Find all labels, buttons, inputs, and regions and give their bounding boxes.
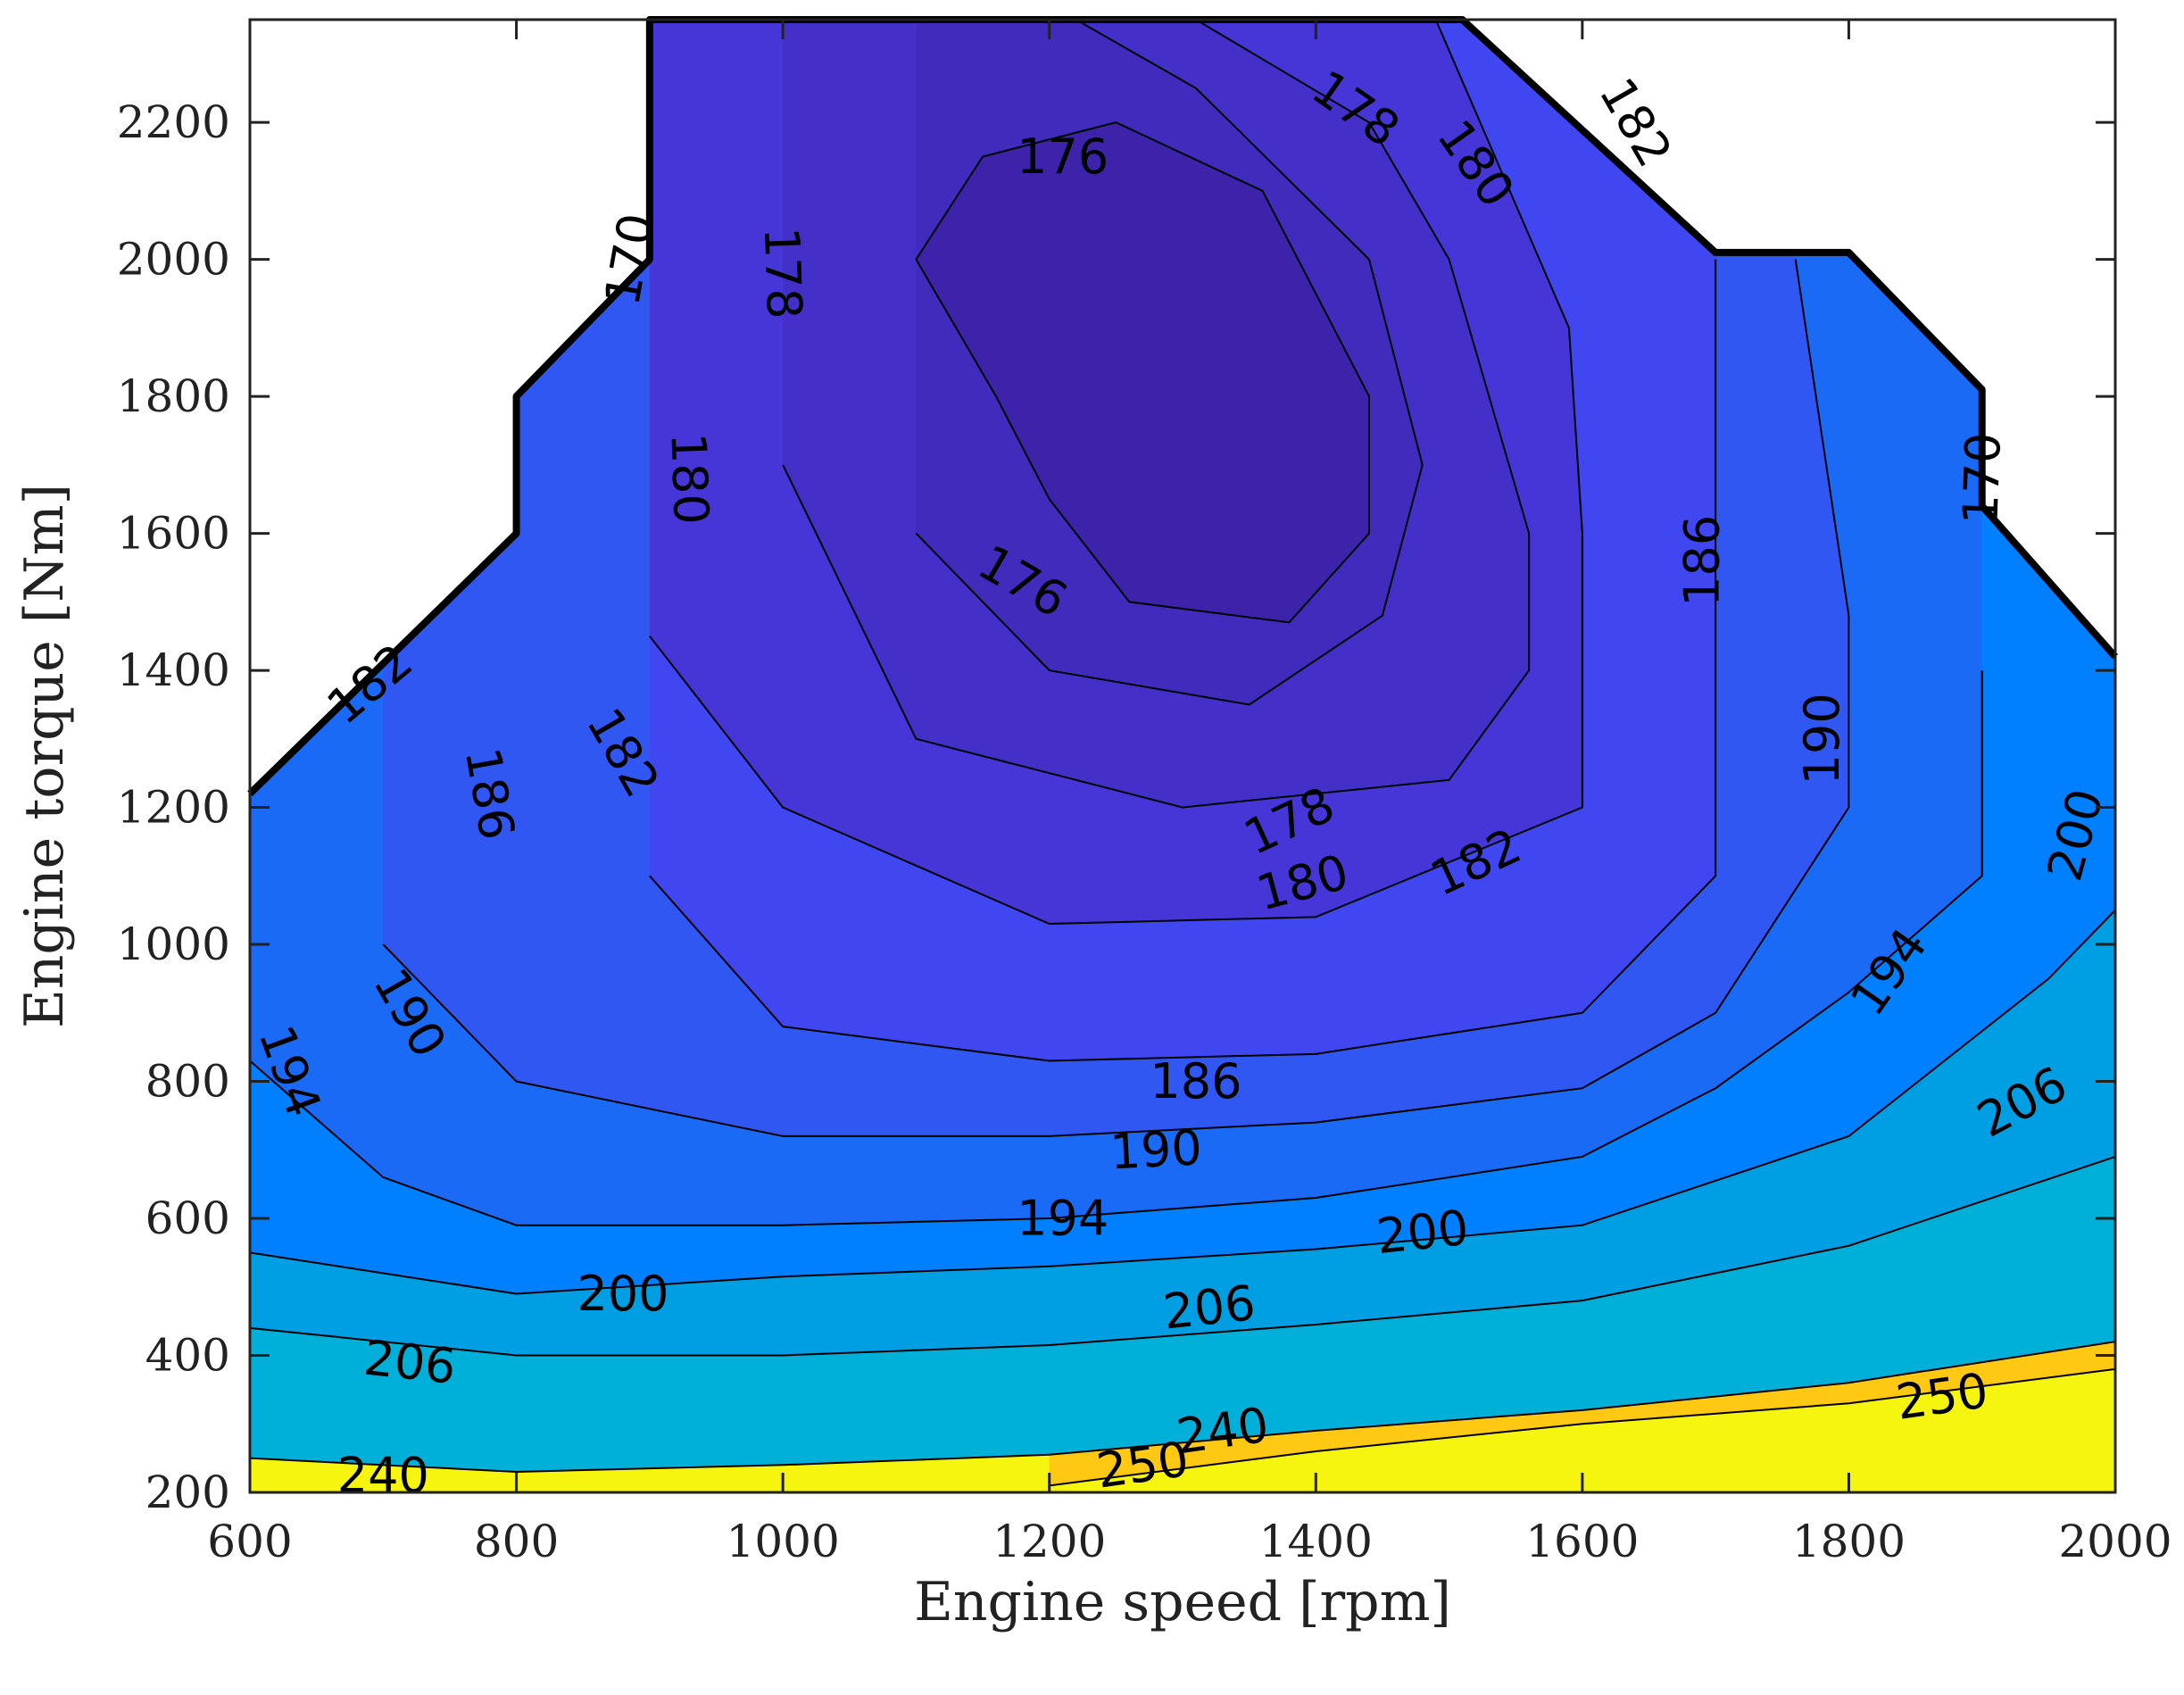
y-tick-label-1400: 1400 (117, 644, 230, 696)
contour-line-194 (250, 670, 1983, 1226)
y-tick-label-400: 400 (145, 1330, 230, 1382)
contour-label-4: 206 (361, 1329, 459, 1394)
y-tick-label-200: 200 (145, 1467, 230, 1518)
contour-label-29: 176 (1017, 129, 1109, 185)
band-layer (250, 20, 2115, 1492)
y-axis-label: Engine torque [Nm] (13, 484, 76, 1028)
contour-line-178 (915, 20, 1424, 706)
x-tick-label-800: 800 (474, 1516, 559, 1567)
contour-label-8: 200 (1374, 1200, 1471, 1265)
x-tick-label-1000: 1000 (727, 1516, 840, 1567)
y-tick-label-1000: 1000 (117, 918, 230, 970)
y-tick-label-1200: 1200 (117, 782, 230, 834)
band-176 (916, 122, 1369, 623)
contour-line-layer (250, 20, 2115, 1487)
contour-label-23: 180 (660, 432, 719, 526)
axes-frame (248, 18, 2117, 1494)
contour-line-240 (250, 1341, 2115, 1473)
contour-line-180 (782, 20, 1531, 809)
contour-line-186 (649, 259, 1717, 1062)
contour-label-5: 206 (1160, 1275, 1258, 1340)
y-tick-label-1600: 1600 (117, 508, 230, 560)
y-tick-label-1800: 1800 (117, 370, 230, 422)
axes-layer: 600 800 1000 1200 1400 1600 1800 2000 200 400 600 8… (117, 18, 2172, 1567)
contour-label-14: 190 (1109, 1119, 1203, 1180)
x-tick-label-1600: 1600 (1525, 1516, 1639, 1567)
contour-line-206 (250, 1156, 2115, 1357)
x-tick-label-1800: 1800 (1792, 1516, 1906, 1567)
y-tick-label-2000: 2000 (117, 234, 230, 286)
contour-label-1: 250 (1893, 1362, 1992, 1431)
contour-label-15: 190 (1794, 693, 1850, 785)
contour-label-2: 240 (337, 1447, 429, 1503)
contour-label-11: 194 (1017, 1191, 1109, 1247)
contour-label-17: 186 (1150, 1053, 1241, 1109)
contour-line-182 (649, 20, 1583, 926)
x-tick-label-600: 600 (207, 1516, 292, 1567)
x-tick-label-1200: 1200 (992, 1516, 1106, 1567)
contour-line-176 (915, 121, 1370, 624)
y-tick-label-600: 600 (145, 1192, 230, 1244)
y-tick-label-800: 800 (145, 1056, 230, 1108)
contour-label-3: 240 (1173, 1397, 1272, 1466)
x-axis-label: Engine speed [rpm] (914, 1571, 1451, 1633)
contour-label-26: 178 (753, 226, 813, 320)
contour-label-18: 186 (1674, 515, 1731, 607)
contour-line-190 (382, 259, 1850, 1137)
contour-label-7: 200 (577, 1266, 668, 1322)
contour-label-0: 250 (1093, 1431, 1192, 1500)
x-tick-label-2000: 2000 (2058, 1516, 2172, 1567)
y-tick-label-2200: 2200 (117, 96, 230, 148)
x-tick-label-1400: 1400 (1259, 1516, 1373, 1567)
contour-line-250 (1049, 1367, 2115, 1487)
contour-line-200 (250, 909, 2115, 1295)
